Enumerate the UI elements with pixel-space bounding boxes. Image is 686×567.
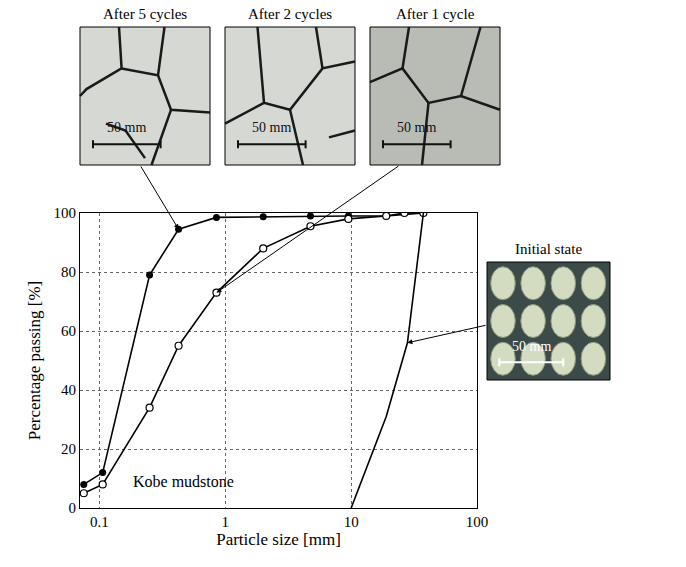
svg-text:After 5 cycles: After 5 cycles bbox=[103, 6, 187, 22]
svg-text:50 mm: 50 mm bbox=[107, 120, 146, 135]
svg-text:10: 10 bbox=[344, 514, 359, 530]
svg-text:After 2 cycles: After 2 cycles bbox=[248, 6, 332, 22]
svg-text:40: 40 bbox=[61, 382, 76, 398]
svg-text:80: 80 bbox=[61, 264, 76, 280]
svg-text:1: 1 bbox=[222, 514, 230, 530]
svg-text:After 1 cycle: After 1 cycle bbox=[396, 6, 475, 22]
svg-text:Percentage passing [%]: Percentage passing [%] bbox=[25, 281, 44, 441]
svg-text:100: 100 bbox=[466, 514, 489, 530]
svg-text:Kobe mudstone: Kobe mudstone bbox=[133, 473, 234, 490]
svg-text:50 mm: 50 mm bbox=[512, 339, 551, 354]
svg-text:50 mm: 50 mm bbox=[397, 120, 436, 135]
svg-text:0.1: 0.1 bbox=[90, 514, 109, 530]
svg-text:20: 20 bbox=[61, 441, 76, 457]
svg-text:Particle size [mm]: Particle size [mm] bbox=[216, 530, 341, 549]
svg-text:Initial state: Initial state bbox=[515, 241, 582, 257]
svg-text:100: 100 bbox=[53, 205, 76, 221]
svg-text:0: 0 bbox=[68, 500, 76, 516]
svg-text:50 mm: 50 mm bbox=[252, 120, 291, 135]
svg-text:60: 60 bbox=[61, 323, 76, 339]
